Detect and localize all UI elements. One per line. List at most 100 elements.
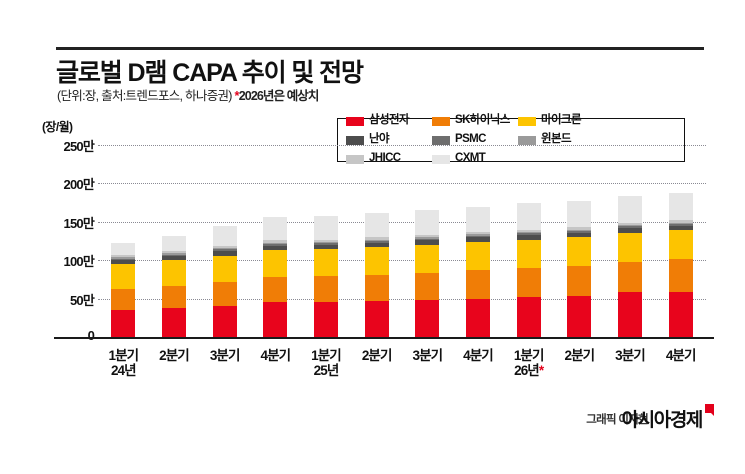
legend-label: PSMC [455,133,486,146]
y-axis-tick: 200만 [63,177,95,193]
bar-segment [364,241,389,243]
bar-segment [668,291,693,337]
bar-segment [111,243,136,255]
bar-segment [567,201,592,228]
bar-segment [567,227,592,230]
bar-segment [466,235,490,238]
x-axis-tick-label: 2분기 [144,348,204,363]
bar-column[interactable] [314,216,338,337]
bar-segment [263,244,288,246]
legend-label: 마이크론 [541,114,582,127]
bar-segment [111,310,136,337]
bar-segment [567,231,592,233]
legend-item-3[interactable]: 난야 [346,131,432,150]
legend-item-4[interactable]: PSMC [432,131,518,150]
bar-segment [415,300,440,337]
bar-segment [516,229,541,232]
bar-segment [364,213,389,238]
bar-segment [668,224,693,226]
legend-label: SK하이닉스 [455,114,510,127]
bar-column[interactable] [618,195,642,337]
subtitle-note: 2026년은 예상치 [238,89,320,103]
legend-item-1[interactable]: SK하이닉스 [432,112,518,131]
legend-item-5[interactable]: 윈본드 [518,131,604,150]
bar-column[interactable] [567,201,592,337]
bar-column[interactable] [162,235,186,337]
bar-segment [263,277,288,303]
legend-item-6[interactable]: JHICC [346,150,432,169]
bar-segment [668,259,693,292]
bar-segment [567,265,592,296]
header-rule [56,47,704,50]
bar-segment [415,237,440,239]
bar-segment [364,300,389,337]
bar-segment [263,302,288,337]
graphic-credit: 그래픽 이지현 [586,414,648,426]
legend-item-7[interactable]: CXMT [432,150,518,169]
chart-legend: 삼성전자 SK하이닉스 마이크론 난야 PSMC 윈본드 JHICC CXMT [337,115,685,164]
legend-item-0[interactable]: 삼성전자 [346,112,432,131]
bar-segment [364,239,389,242]
bar-segment [314,301,338,337]
bar-column[interactable] [212,225,237,337]
bar-segment [111,260,136,265]
legend-swatch-icon [346,154,364,164]
bar-column[interactable] [668,192,693,337]
bar-column[interactable] [263,217,288,337]
bar-segment [212,245,237,248]
x-axis-tick-label: 4분기 [651,348,711,363]
bar-segment [263,217,288,241]
legend-label: 윈본드 [541,133,572,146]
bar-segment [364,237,389,240]
bar-segment [212,255,237,282]
x-axis-tick-label: 3분기 [195,348,255,363]
bar-segment [263,242,288,245]
y-axis-tick: 50만 [69,292,95,308]
bar-segment [516,234,541,240]
legend-item-2[interactable]: 마이크론 [518,112,604,131]
brand-name: 아시아경제 [621,410,704,431]
forecast-asterisk-icon: * [538,363,544,378]
x-axis-tick-label: 1분기 24년 [93,348,153,378]
bar-segment [212,249,237,252]
x-label-year: 25년 [313,363,340,378]
bar-column[interactable] [466,206,490,337]
legend-swatch-icon [518,135,536,145]
x-label-quarter: 1분기 [311,348,342,363]
bar-segment [162,260,186,286]
bar-segment [111,257,136,259]
bar-segment [668,192,693,221]
bar-segment [364,247,389,275]
bar-segment [212,305,237,337]
gridline [98,298,706,300]
bar-segment [314,241,338,244]
x-label-quarter: 2분기 [361,348,393,363]
bar-column[interactable] [415,210,440,337]
bar-segment [212,247,237,250]
brand-mark-icon [705,404,714,416]
bar-segment [212,251,237,256]
legend-label: 난야 [369,133,390,146]
bar-segment [162,256,186,261]
x-label-quarter: 2분기 [159,348,190,363]
bar-column[interactable] [516,203,541,337]
x-label-quarter: 2분기 [564,348,596,363]
legend-swatch-icon [346,135,364,145]
legend-swatch-icon [432,116,450,126]
bar-column[interactable] [364,213,389,337]
y-axis-tick-labels: 0 50만 100만 150만 200만 250만 [0,139,95,343]
bar-segment [415,234,440,238]
bar-segment [618,224,642,227]
bar-segment [415,210,440,235]
bar-segment [212,281,237,306]
bar-segment [162,285,186,308]
bar-segment [567,237,592,266]
legend-swatch-icon [518,116,536,126]
bar-segment [364,242,389,248]
bar-segment [516,239,541,268]
bar-segment [314,216,338,240]
bar-segment [516,231,541,234]
x-axis-tick-label: 4분기 [245,348,305,363]
x-label-quarter: 1분기 [108,348,140,363]
bar-column[interactable] [111,243,136,337]
